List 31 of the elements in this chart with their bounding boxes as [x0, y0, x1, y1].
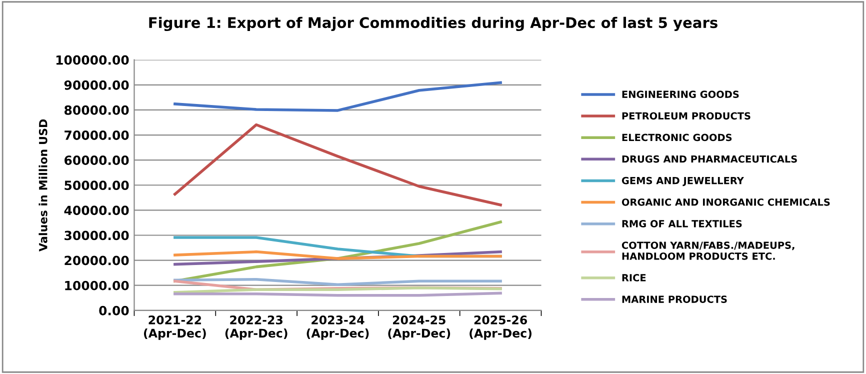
y-tick-label: 10000.00 — [65, 280, 129, 290]
y-tick-label: 60000.00 — [64, 156, 129, 165]
legend-label: COTTON YARN/FABS./MADEUPS, HANDLOOM PRODUCTS ETC. — [622, 242, 794, 260]
y-tick-label: 30000.00 — [64, 230, 129, 240]
y-tick-label: 100000.00 — [56, 55, 129, 65]
legend-label: RMG OF ALL TEXTILES — [622, 220, 742, 228]
y-tick-label: 80000.00 — [64, 105, 129, 115]
legend-label: ELECTRONIC GOODS — [622, 134, 732, 142]
x-tick-label: 2024-25 (Apr-Dec) — [388, 315, 450, 340]
legend-label: PETROLEUM PRODUCTS — [622, 112, 750, 120]
legend-label: DRUGS AND PHARMACEUTICALS — [622, 155, 797, 163]
y-tick-label: 70000.00 — [64, 130, 129, 140]
legend-label: ORGANIC AND INORGANIC CHEMICALS — [622, 198, 830, 206]
x-tick-label: 2025-26 (Apr-Dec) — [470, 315, 532, 340]
x-tick-label: 2021-22 (Apr-Dec) — [144, 315, 206, 340]
line-series — [174, 250, 502, 260]
legend-label: MARINE PRODUCTS — [622, 296, 727, 303]
y-tick-label: 90000.00 — [64, 80, 129, 90]
y-tick-label: 20000.00 — [64, 256, 129, 266]
y-tick-label: 40000.00 — [64, 206, 129, 216]
x-tick-label: 2023-24 (Apr-Dec) — [306, 315, 369, 340]
line-series — [174, 81, 502, 112]
line-series — [174, 123, 502, 206]
y-axis-title: Values in Million USD — [38, 119, 48, 252]
y-tick-label: 0.00 — [99, 306, 129, 316]
y-tick-label: 50000.00 — [64, 180, 129, 190]
legend-label: RICE — [622, 274, 646, 282]
legend-label: GEMS AND JEWELLERY — [622, 176, 744, 186]
chart-title: Figure 1: Export of Major Commodities during Apr-Dec of last 5 years — [149, 16, 718, 32]
x-tick-label: 2022-23 (Apr-Dec) — [225, 315, 288, 340]
legend-label: ENGINEERING GOODS — [622, 90, 739, 98]
